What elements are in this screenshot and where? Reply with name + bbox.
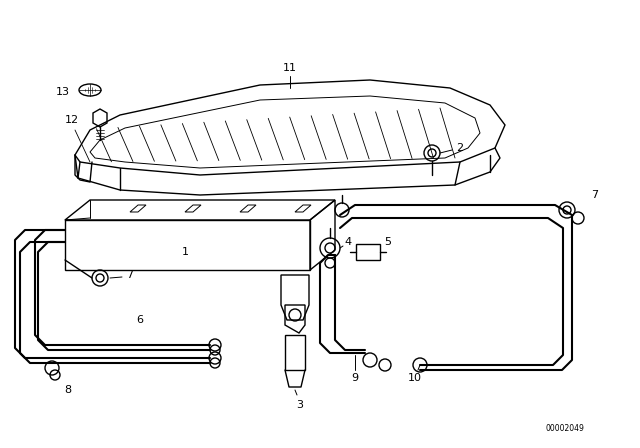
Text: 9: 9 <box>351 373 358 383</box>
Text: 5: 5 <box>385 237 392 247</box>
Text: 3: 3 <box>296 400 303 410</box>
Text: 13: 13 <box>56 87 70 97</box>
Text: 10: 10 <box>408 373 422 383</box>
Text: 7: 7 <box>591 190 598 200</box>
Text: 4: 4 <box>344 237 351 247</box>
Text: 8: 8 <box>65 385 72 395</box>
Text: 7: 7 <box>127 270 134 280</box>
Bar <box>356 244 380 260</box>
Text: 1: 1 <box>182 247 189 257</box>
Text: 2: 2 <box>456 143 463 153</box>
Bar <box>285 335 305 370</box>
Circle shape <box>96 274 104 282</box>
Text: 11: 11 <box>283 63 297 73</box>
Text: 00002049: 00002049 <box>545 423 584 432</box>
Text: 6: 6 <box>136 315 143 325</box>
Circle shape <box>563 206 571 214</box>
Text: 12: 12 <box>65 115 79 125</box>
Circle shape <box>428 149 436 157</box>
